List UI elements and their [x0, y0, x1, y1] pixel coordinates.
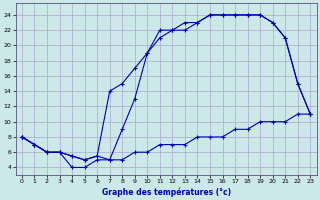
X-axis label: Graphe des températures (°c): Graphe des températures (°c) [101, 187, 231, 197]
